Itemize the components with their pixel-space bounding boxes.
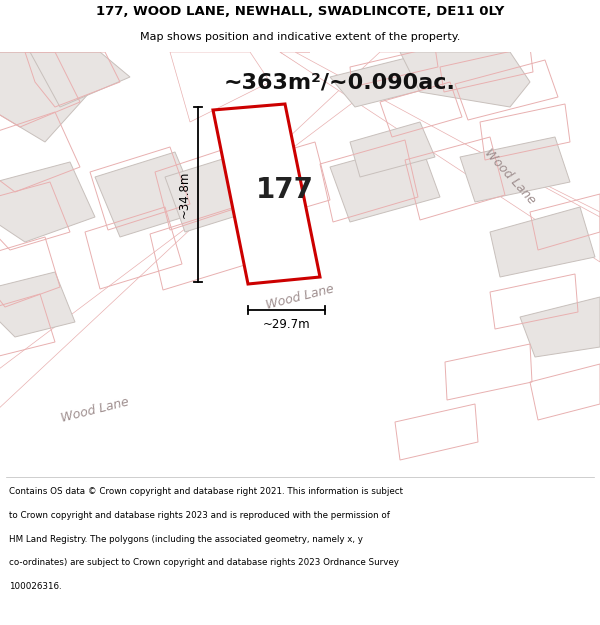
Polygon shape: [30, 52, 130, 107]
Text: Map shows position and indicative extent of the property.: Map shows position and indicative extent…: [140, 32, 460, 43]
Polygon shape: [0, 162, 95, 242]
Polygon shape: [400, 52, 530, 107]
Polygon shape: [490, 207, 595, 277]
Polygon shape: [330, 142, 440, 222]
Text: HM Land Registry. The polygons (including the associated geometry, namely x, y: HM Land Registry. The polygons (includin…: [9, 535, 363, 544]
Polygon shape: [0, 272, 75, 337]
Polygon shape: [350, 122, 435, 177]
Text: Wood Lane: Wood Lane: [59, 395, 130, 425]
Polygon shape: [0, 52, 420, 412]
Text: 100026316.: 100026316.: [9, 582, 62, 591]
Polygon shape: [0, 52, 80, 122]
Polygon shape: [170, 52, 270, 122]
Text: co-ordinates) are subject to Crown copyright and database rights 2023 Ordnance S: co-ordinates) are subject to Crown copyr…: [9, 559, 399, 568]
Text: 177, WOOD LANE, NEWHALL, SWADLINCOTE, DE11 0LY: 177, WOOD LANE, NEWHALL, SWADLINCOTE, DE…: [96, 5, 504, 18]
Polygon shape: [0, 52, 90, 142]
Polygon shape: [280, 52, 600, 252]
Text: to Crown copyright and database rights 2023 and is reproduced with the permissio: to Crown copyright and database rights 2…: [9, 511, 390, 520]
Polygon shape: [95, 152, 200, 237]
Polygon shape: [165, 152, 265, 232]
Text: ~363m²/~0.090ac.: ~363m²/~0.090ac.: [224, 72, 456, 92]
Polygon shape: [330, 52, 455, 107]
Polygon shape: [213, 104, 320, 284]
Polygon shape: [460, 137, 570, 202]
Polygon shape: [520, 297, 600, 357]
Text: ~34.8m: ~34.8m: [178, 171, 191, 218]
Text: Wood Lane: Wood Lane: [265, 282, 335, 312]
Text: Wood Lane: Wood Lane: [482, 147, 538, 208]
Text: Contains OS data © Crown copyright and database right 2021. This information is : Contains OS data © Crown copyright and d…: [9, 488, 403, 496]
Text: ~29.7m: ~29.7m: [263, 318, 310, 331]
Text: 177: 177: [256, 176, 314, 204]
Polygon shape: [280, 52, 600, 262]
